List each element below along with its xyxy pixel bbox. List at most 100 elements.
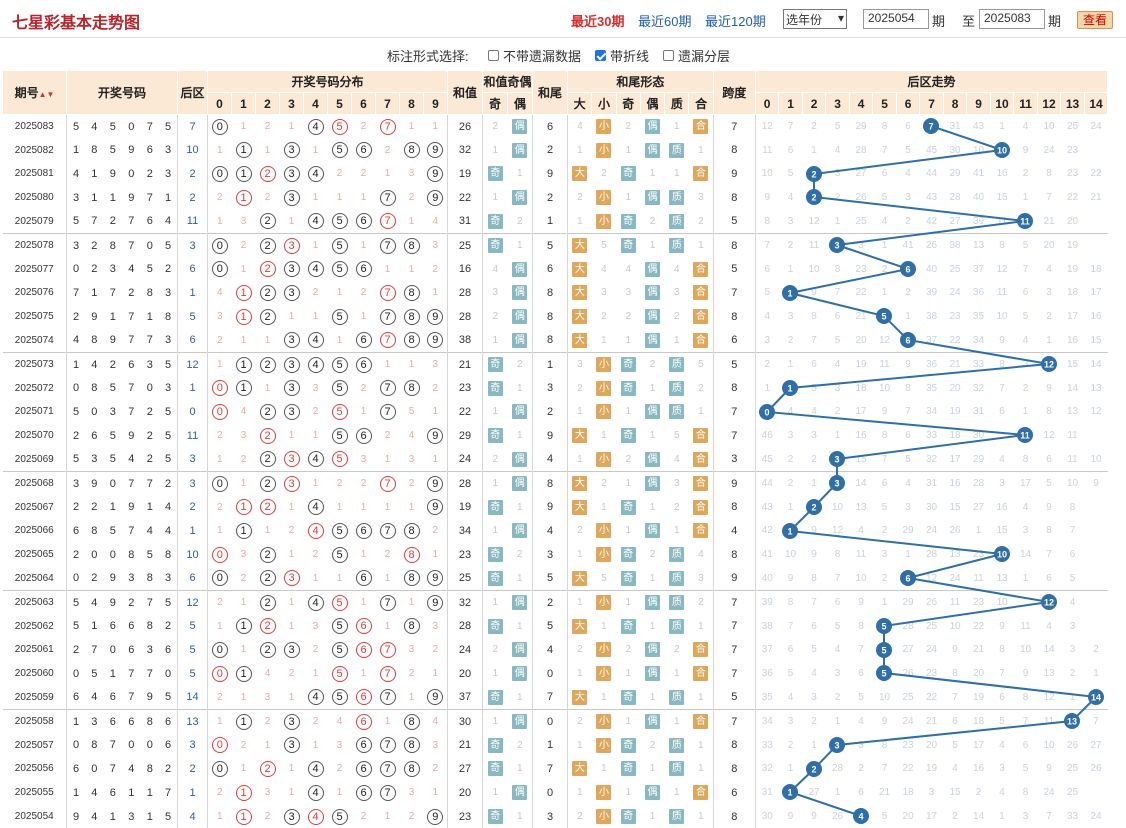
table-row: 2025070 2 6 5 9 2 5 11 2 3 2 1 1 5 6 2 4 9 29 奇 1 9 大 1 奇 1 5 合 7 46 3…	[2, 423, 1108, 448]
dist-miss: 2	[255, 708, 280, 734]
back-cell: 6	[177, 257, 208, 282]
checkbox-layered[interactable]	[663, 50, 674, 61]
trend-miss: 24	[1090, 811, 1102, 822]
draw-digit: 1	[72, 786, 80, 799]
dist-cell: 4	[304, 257, 328, 281]
trend-miss: 21	[1090, 192, 1102, 204]
trend-miss: 21	[1043, 215, 1055, 227]
tail-form-tag: 偶	[645, 642, 661, 658]
draw-digit: 1	[109, 810, 116, 823]
trend-miss: 22	[1090, 168, 1102, 180]
dist-cell: 8	[400, 138, 424, 162]
dist-ball: 3	[283, 713, 300, 730]
trend-miss: 10	[784, 549, 797, 561]
option-no-missing[interactable]: 不带遗漏数据	[488, 46, 581, 65]
tail-form-miss: 2	[577, 811, 583, 822]
from-issue-input[interactable]: 2025054	[863, 9, 929, 29]
trend-miss: 15	[996, 192, 1008, 204]
tail-form-miss: 1	[577, 668, 583, 680]
dist-ball: 7	[379, 403, 396, 420]
dist-ball: 5	[331, 618, 348, 635]
tail-form-tag: 偶	[645, 332, 661, 348]
dist-col-header: 6	[351, 92, 376, 115]
option-with-line[interactable]: 带折线	[595, 46, 649, 65]
trend-miss: 1	[1069, 691, 1076, 703]
year-select[interactable]: 选年份 ▾	[783, 9, 847, 29]
query-button[interactable]: 查看	[1077, 11, 1113, 29]
dist-ball: 7	[379, 665, 396, 682]
dist-ball: 0	[211, 261, 228, 278]
tail-form-tag: 质	[669, 357, 685, 373]
span-cell: 3	[713, 447, 756, 472]
trend-miss: 25	[1066, 121, 1079, 133]
header-issue[interactable]: 期号▲▼	[2, 70, 67, 115]
dist-miss: 1	[288, 763, 295, 775]
checkbox-with-line[interactable]	[595, 50, 606, 61]
dist-cell: 3	[280, 376, 304, 400]
table-row: 2025068 3 9 0 7 7 2 3 0 1 2 3 1 2 2 7 2 9 28 1 偶 8 大 2 1 偶 3 合 9 44 2 1…	[2, 470, 1108, 496]
trend-miss: 6	[858, 668, 864, 680]
dist-miss: 4	[408, 430, 415, 442]
tail-form-miss: 1	[567, 589, 592, 615]
trend-miss: 6	[802, 351, 826, 377]
tail-cell: 2	[532, 185, 568, 210]
dist-ball: 1	[235, 784, 252, 801]
sum-cell: 28	[447, 614, 483, 639]
draw-digit: 8	[128, 548, 135, 561]
tail-form-miss: 1	[601, 430, 607, 442]
period-120-link[interactable]: 最近120期	[705, 14, 766, 29]
tail-form-cell: 大	[568, 281, 592, 305]
dist-col-header: 5	[327, 92, 352, 115]
tail-form-miss: 1	[625, 334, 632, 346]
tail-form-cell: 大	[568, 567, 592, 591]
parity-tag: 奇	[487, 737, 503, 753]
dist-miss: 1	[264, 525, 271, 537]
draw-digit: 6	[159, 638, 178, 662]
dist-cell: 8	[400, 614, 424, 638]
trend-miss	[802, 162, 826, 186]
trend-miss: 19	[972, 691, 985, 703]
trend-miss: 12	[1043, 430, 1055, 442]
dist-miss: 1	[216, 215, 223, 227]
trend-miss: 10	[990, 589, 1014, 615]
tail-form-tag: 奇	[620, 618, 636, 634]
trend-miss: 4	[787, 406, 794, 418]
tail-form-tag: 奇	[620, 357, 636, 373]
dist-ball: 4	[307, 784, 324, 801]
checkbox-no-missing[interactable]	[488, 50, 499, 61]
trend-miss: 20	[972, 668, 985, 680]
trend-miss: 7	[999, 668, 1005, 680]
parity-cell: 偶	[507, 138, 533, 163]
trend-miss: 45	[761, 453, 773, 465]
parity-cell: 偶	[507, 114, 533, 139]
trend-miss: 4	[999, 739, 1005, 751]
tail-form-miss: 1	[616, 589, 641, 615]
draw-digit: 0	[109, 643, 116, 656]
trend-miss: 4	[1046, 263, 1052, 275]
tail-form-cell: 奇	[616, 686, 640, 710]
dist-miss: 1	[351, 232, 376, 258]
period-60-link[interactable]: 最近60期	[638, 14, 692, 29]
trend-miss: 3	[905, 192, 911, 204]
trend-miss: 10	[1019, 644, 1032, 656]
back-cell: 6	[177, 328, 208, 353]
draw-digit: 6	[72, 524, 80, 537]
tail-form-cell: 小	[592, 400, 616, 424]
option-layered[interactable]: 遗漏分层	[663, 46, 730, 65]
tail-cell: 2	[532, 138, 568, 163]
dist-cell: 7	[376, 733, 400, 757]
period-30-link[interactable]: 最近30期	[571, 14, 625, 29]
to-issue-input[interactable]: 2025083	[979, 9, 1045, 29]
draw-digit: 9	[109, 167, 116, 180]
header-tail-form: 和尾形态	[567, 70, 714, 93]
tail-form-miss: 1	[625, 192, 632, 204]
trend-miss: 7	[1046, 811, 1052, 822]
trend-miss: 37	[761, 644, 773, 656]
dist-miss: 1	[231, 589, 256, 615]
dist-cell: 7	[376, 686, 400, 710]
tail-form-tag: 大	[572, 166, 588, 182]
tail-form-tag: 大	[572, 285, 588, 301]
draw-digit: 4	[72, 334, 80, 347]
trend-col-header: 2	[801, 92, 827, 115]
dist-ball: 8	[403, 284, 420, 301]
